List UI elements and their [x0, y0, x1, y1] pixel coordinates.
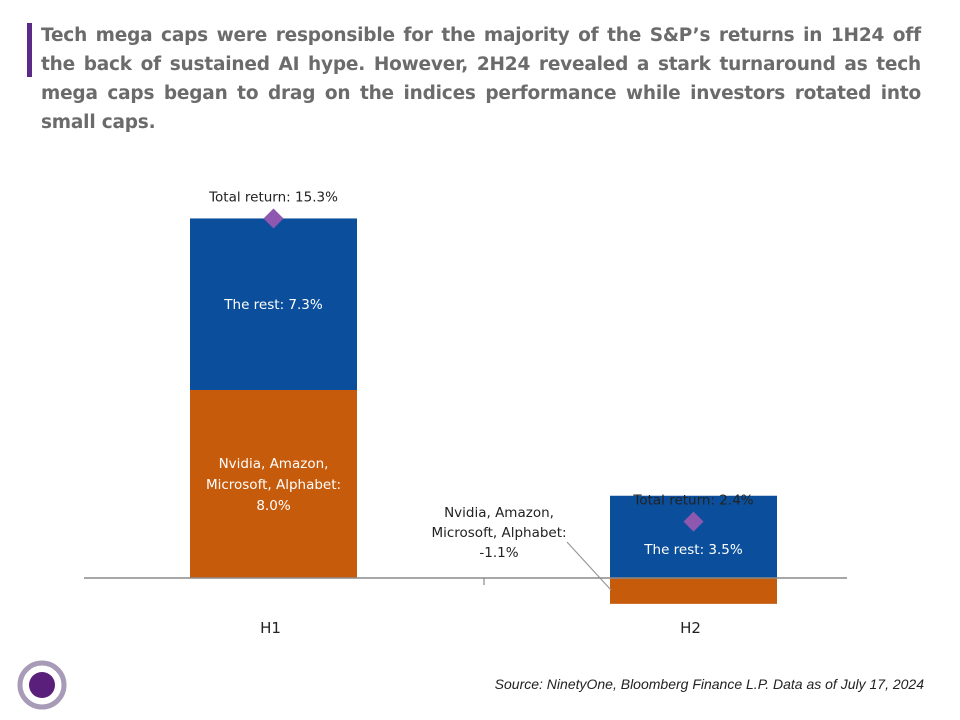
data-label-the-rest-h1: The rest: 7.3%	[223, 297, 323, 313]
total-return-marker-h1	[263, 208, 284, 229]
total-return-label-h1: Total return: 15.3%	[208, 189, 338, 205]
bar-the-rest-h1	[190, 218, 357, 390]
bar-mega-caps-h1	[190, 390, 357, 578]
data-label-mega-caps-h2: Nvidia, Amazon, Microsoft, Alphabet: -1.1%	[431, 505, 566, 561]
bar-the-rest-h2	[610, 495, 777, 578]
leader-line-h2	[566, 541, 612, 591]
bar-mega-caps-h2	[610, 578, 777, 604]
data-label-the-rest-h2: The rest: 3.5%	[643, 542, 743, 558]
source-note: Source: NinetyOne, Bloomberg Finance L.P…	[494, 676, 924, 692]
total-return-label-h2: Total return: 2.4%	[632, 493, 753, 509]
headline: Tech mega caps were responsible for the …	[41, 25, 921, 133]
total-return-marker-h2	[683, 511, 704, 532]
x-tick-label-h2: H2	[680, 619, 701, 637]
logo-icon	[17, 660, 67, 710]
x-tick-label-h1: H1	[260, 619, 281, 637]
data-label-mega-caps-h1: Nvidia, Amazon, Microsoft, Alphabet: 8.0%	[206, 456, 341, 514]
accent-bar	[27, 23, 32, 77]
